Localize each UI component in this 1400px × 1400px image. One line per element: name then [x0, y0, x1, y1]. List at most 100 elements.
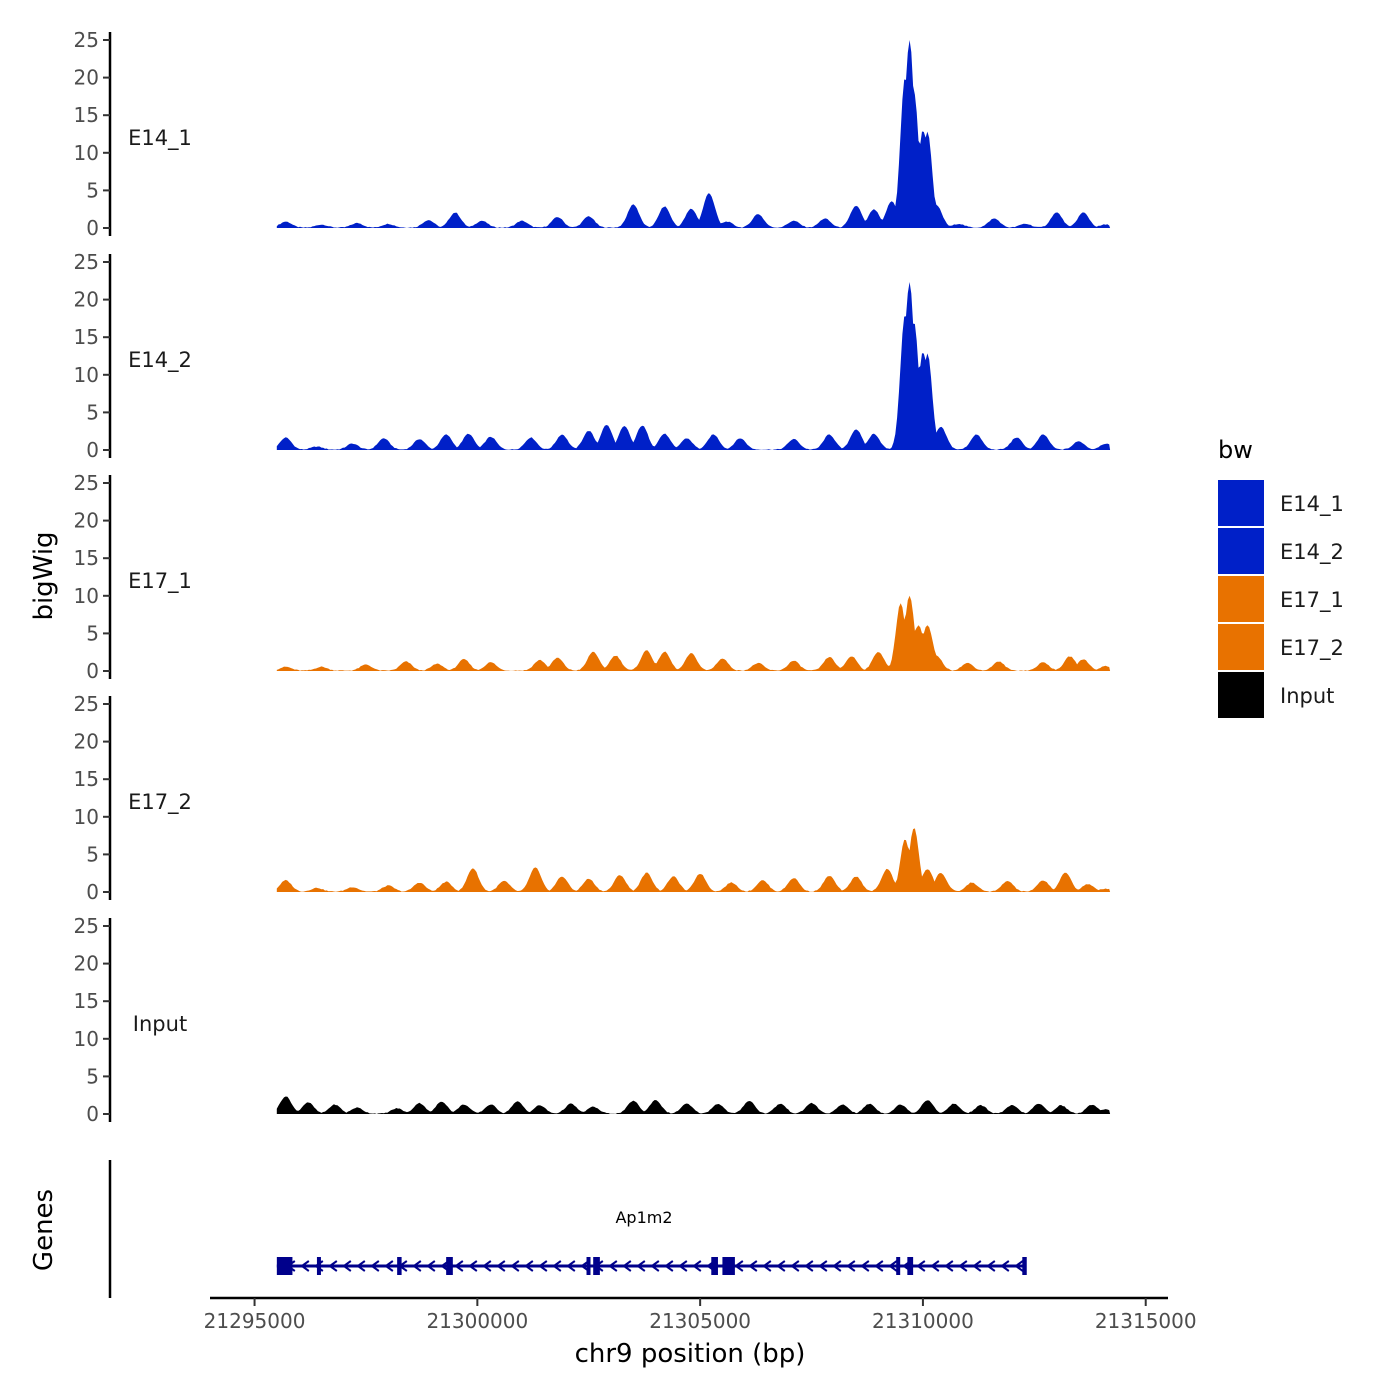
legend-label: Input	[1280, 684, 1334, 708]
y-tick-label: 5	[86, 1064, 99, 1088]
strand-arrow	[930, 1260, 940, 1272]
gene-panel-y-title: Genes	[29, 1189, 59, 1271]
y-tick-label: 10	[74, 584, 99, 608]
strand-arrow	[874, 1260, 884, 1272]
strand-arrow	[412, 1260, 422, 1272]
strand-arrow	[538, 1260, 548, 1272]
strand-arrow	[958, 1260, 968, 1272]
legend-swatch	[1218, 576, 1264, 622]
strand-arrow	[580, 1260, 590, 1272]
track-E17_1: 0 5 10 15 20 25 E17_1	[74, 471, 1111, 683]
x-tick-label: 21310000	[872, 1309, 974, 1333]
strand-arrow	[454, 1260, 464, 1272]
legend-label: E17_2	[1280, 636, 1344, 661]
y-tick-label: 10	[74, 1027, 99, 1051]
strand-arrow	[972, 1260, 982, 1272]
y-tick-label: 15	[74, 767, 99, 791]
gene-exon	[276, 1257, 293, 1275]
gene-exon	[316, 1257, 321, 1275]
strand-arrow	[664, 1260, 674, 1272]
y-tick-label: 0	[86, 438, 99, 462]
strand-arrow	[496, 1260, 506, 1272]
legend-swatch	[1218, 480, 1264, 526]
coverage-area-Input	[276, 1096, 1111, 1114]
y-tick-label: 15	[74, 989, 99, 1013]
y-tick-label: 25	[74, 250, 99, 274]
y-tick-label: 20	[74, 952, 99, 976]
strand-arrow	[510, 1260, 520, 1272]
y-tick-label: 10	[74, 141, 99, 165]
strand-arrow	[846, 1260, 856, 1272]
gene-exon	[1022, 1257, 1027, 1275]
track-E17_2: 0 5 10 15 20 25 E17_2	[74, 692, 1111, 904]
strand-arrow	[300, 1260, 310, 1272]
strand-arrow	[622, 1260, 632, 1272]
gene-exon	[711, 1257, 718, 1275]
legend-label: E14_1	[1280, 492, 1344, 517]
strand-arrow	[552, 1260, 562, 1272]
legend-swatch	[1218, 528, 1264, 574]
strand-arrow	[524, 1260, 534, 1272]
strand-arrow	[804, 1260, 814, 1272]
y-tick-label: 0	[86, 659, 99, 683]
x-tick-label: 21315000	[1095, 1309, 1197, 1333]
gene-exon	[397, 1257, 402, 1275]
y-tick-label: 25	[74, 914, 99, 938]
strand-arrow	[692, 1260, 702, 1272]
strand-arrow	[608, 1260, 618, 1272]
strand-arrow	[356, 1260, 366, 1272]
y-tick-label: 20	[74, 509, 99, 533]
legend-title: bw	[1218, 436, 1253, 464]
strand-arrow	[986, 1260, 996, 1272]
strand-arrow	[566, 1260, 576, 1272]
y-tick-label: 15	[74, 546, 99, 570]
track-label: Input	[133, 1012, 187, 1036]
x-tick-label: 21305000	[649, 1309, 751, 1333]
track-Input: 0 5 10 15 20 25 Input	[74, 914, 1111, 1126]
y-tick-label: 5	[86, 178, 99, 202]
y-tick-label: 0	[86, 880, 99, 904]
legend-swatch	[1218, 672, 1264, 718]
strand-arrow	[426, 1260, 436, 1272]
strand-arrow	[1014, 1260, 1024, 1272]
y-tick-label: 0	[86, 1102, 99, 1126]
track-label: E17_2	[128, 790, 192, 815]
coverage-area-E17_2	[276, 828, 1111, 892]
track-label: E14_2	[128, 348, 192, 373]
x-tick-label: 21300000	[426, 1309, 528, 1333]
y-tick-label: 15	[74, 325, 99, 349]
strand-arrow	[818, 1260, 828, 1272]
legend-label: E17_1	[1280, 588, 1344, 613]
y-tick-label: 25	[74, 471, 99, 495]
y-tick-label: 5	[86, 621, 99, 645]
strand-arrow	[790, 1260, 800, 1272]
x-axis-title: chr9 position (bp)	[575, 1339, 806, 1369]
strand-arrow	[482, 1260, 492, 1272]
legend-swatch	[1218, 624, 1264, 670]
strand-arrow	[384, 1260, 394, 1272]
y-tick-label: 20	[74, 288, 99, 312]
track-label: E17_1	[128, 569, 192, 594]
gene-panel: Ap1m2	[108, 1160, 1027, 1298]
gene-exon	[722, 1257, 735, 1275]
x-tick-label: 21295000	[204, 1309, 306, 1333]
track-E14_1: 0 5 10 15 20 25 E14_1	[74, 28, 1111, 240]
y-tick-label: 5	[86, 400, 99, 424]
strand-arrow	[762, 1260, 772, 1272]
gene-name-label: Ap1m2	[615, 1208, 672, 1227]
gene-exon	[593, 1257, 600, 1275]
strand-arrow	[832, 1260, 842, 1272]
coverage-area-E14_2	[276, 282, 1111, 450]
strand-arrow	[370, 1260, 380, 1272]
y-tick-label: 5	[86, 842, 99, 866]
strand-arrow	[944, 1260, 954, 1272]
bigwig-tracks: 0 5 10 15 20 25 E14_1 0 5 10 15 20 25 E14_2 0 5 10 15 20 25…	[74, 28, 1111, 1126]
x-axis: 21295000 21300000 21305000 21310000 21315000	[204, 1296, 1197, 1333]
track-label: E14_1	[128, 126, 192, 151]
strand-arrow	[916, 1260, 926, 1272]
legend: bw E14_1 E14_2 E17_1 E17_2 Input	[1218, 436, 1344, 718]
y-tick-label: 25	[74, 28, 99, 52]
strand-arrow	[734, 1260, 744, 1272]
y-tick-label: 10	[74, 363, 99, 387]
strand-arrow	[650, 1260, 660, 1272]
